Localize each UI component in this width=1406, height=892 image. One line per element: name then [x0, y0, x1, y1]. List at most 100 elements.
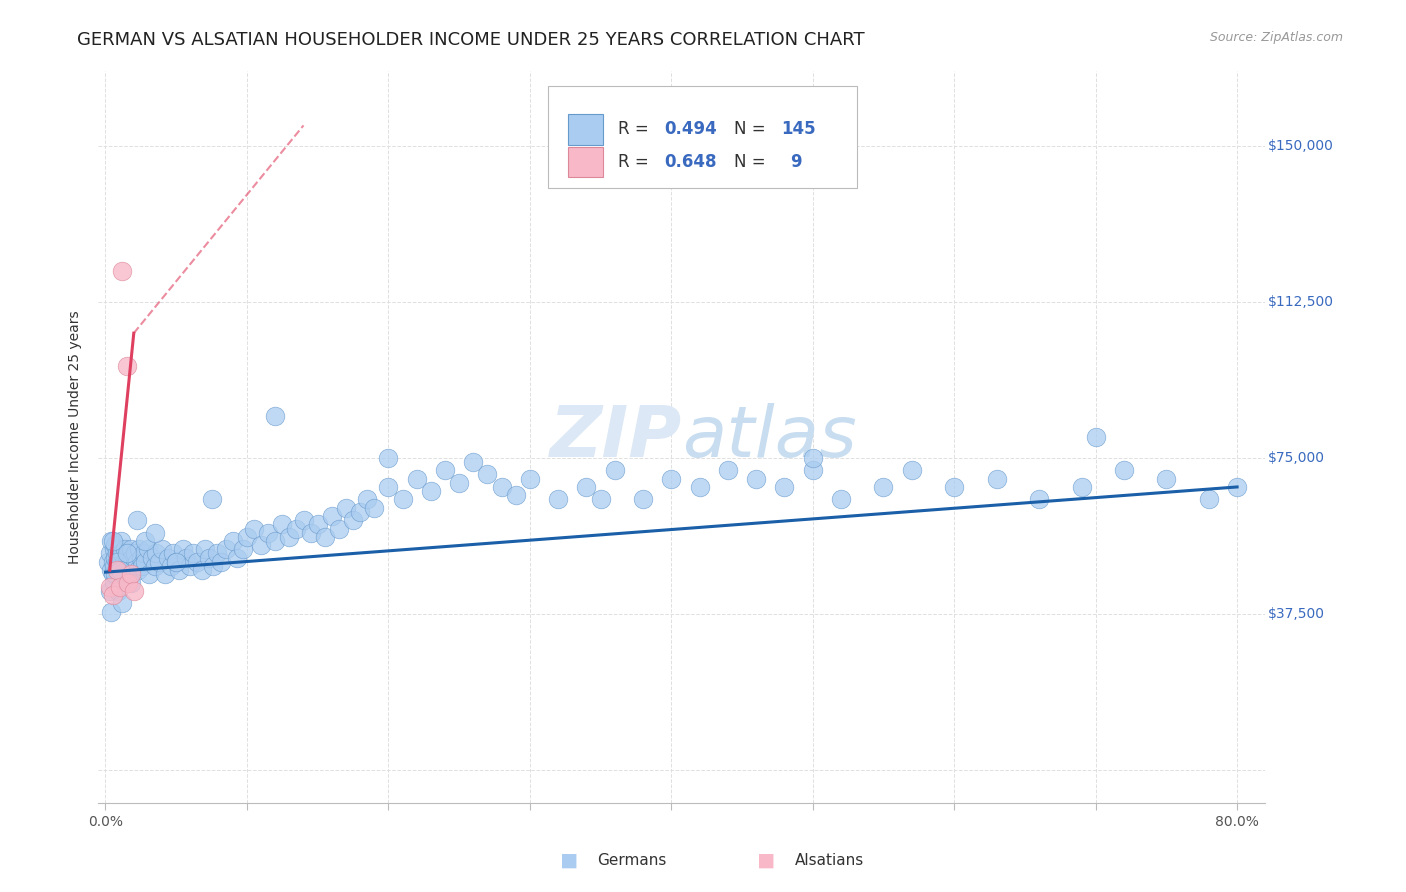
- Point: [299, 525, 322, 540]
- Point: [111, 596, 134, 610]
- Point: [117, 575, 139, 590]
- Point: [97, 555, 120, 569]
- Point: [108, 563, 131, 577]
- Point: [150, 542, 173, 557]
- Point: [226, 550, 249, 565]
- Point: [377, 450, 399, 465]
- Point: [236, 530, 259, 544]
- Point: [477, 467, 499, 482]
- Text: atlas: atlas: [682, 402, 856, 472]
- Point: [631, 492, 654, 507]
- Point: [342, 513, 364, 527]
- Point: [773, 480, 796, 494]
- Text: 0.648: 0.648: [665, 153, 717, 171]
- Point: [405, 472, 427, 486]
- Point: [107, 583, 129, 598]
- Point: [689, 480, 711, 494]
- Point: [519, 472, 541, 486]
- Point: [156, 550, 179, 565]
- Point: [134, 533, 156, 548]
- Point: [589, 492, 612, 507]
- Point: [449, 475, 471, 490]
- Point: [115, 546, 138, 560]
- Point: [200, 492, 222, 507]
- Point: [181, 546, 204, 560]
- Point: [104, 567, 127, 582]
- Text: R =: R =: [617, 120, 654, 138]
- Point: [117, 546, 139, 560]
- Point: [110, 550, 132, 565]
- Point: [115, 563, 138, 577]
- Point: [285, 521, 308, 535]
- Point: [114, 542, 136, 557]
- Point: [830, 492, 852, 507]
- Point: [1226, 480, 1249, 494]
- Point: [659, 472, 682, 486]
- FancyBboxPatch shape: [568, 114, 603, 145]
- Point: [100, 563, 122, 577]
- Text: 145: 145: [782, 120, 815, 138]
- Point: [153, 567, 176, 582]
- Point: [103, 575, 125, 590]
- Point: [134, 555, 156, 569]
- Point: [131, 558, 153, 573]
- Point: [717, 463, 740, 477]
- Point: [271, 517, 294, 532]
- Point: [943, 480, 966, 494]
- Point: [101, 588, 124, 602]
- Point: [145, 546, 167, 560]
- Point: [491, 480, 513, 494]
- Point: [250, 538, 273, 552]
- Point: [174, 550, 197, 565]
- Point: [207, 546, 229, 560]
- Point: [111, 546, 134, 560]
- Point: [101, 555, 124, 569]
- Text: Alsatians: Alsatians: [794, 854, 863, 868]
- Point: [328, 521, 350, 535]
- Point: [115, 359, 138, 374]
- Point: [129, 550, 152, 565]
- Text: $112,500: $112,500: [1268, 295, 1334, 309]
- Text: ZIP: ZIP: [550, 402, 682, 472]
- Point: [115, 550, 138, 565]
- Point: [363, 500, 385, 515]
- Point: [105, 563, 128, 577]
- Point: [1112, 463, 1135, 477]
- Point: [103, 542, 125, 557]
- Text: N =: N =: [734, 153, 772, 171]
- Point: [1156, 472, 1178, 486]
- Point: [103, 558, 125, 573]
- Point: [197, 550, 219, 565]
- Y-axis label: Householder Income Under 25 years: Householder Income Under 25 years: [67, 310, 82, 564]
- Point: [356, 492, 378, 507]
- Point: [278, 530, 301, 544]
- Point: [136, 542, 159, 557]
- Point: [112, 555, 135, 569]
- Text: 9: 9: [790, 153, 801, 171]
- Point: [986, 472, 1008, 486]
- FancyBboxPatch shape: [548, 86, 858, 188]
- Point: [108, 542, 131, 557]
- Point: [801, 450, 824, 465]
- Point: [120, 542, 142, 557]
- Point: [172, 542, 194, 557]
- Point: [122, 583, 145, 598]
- FancyBboxPatch shape: [568, 146, 603, 178]
- Point: [377, 480, 399, 494]
- Point: [1198, 492, 1220, 507]
- Point: [120, 567, 142, 582]
- Point: [98, 546, 121, 560]
- Point: [120, 575, 142, 590]
- Point: [100, 605, 122, 619]
- Text: 0.494: 0.494: [665, 120, 717, 138]
- Point: [603, 463, 626, 477]
- Point: [107, 567, 129, 582]
- Point: [1084, 430, 1107, 444]
- Point: [463, 455, 485, 469]
- Point: [121, 550, 143, 565]
- Point: [201, 558, 224, 573]
- Point: [211, 555, 233, 569]
- Point: [162, 546, 184, 560]
- Point: [292, 513, 315, 527]
- Text: R =: R =: [617, 153, 654, 171]
